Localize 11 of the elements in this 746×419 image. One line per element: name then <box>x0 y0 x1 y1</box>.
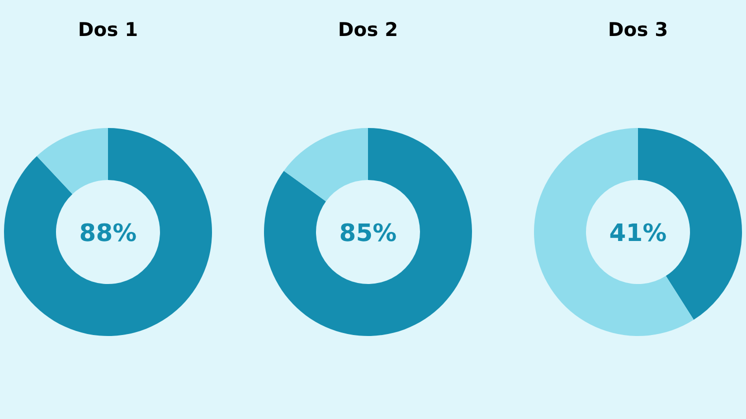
text: 85% <box>339 219 397 247</box>
donut-slice <box>264 128 472 336</box>
donut-slice <box>36 128 108 194</box>
donut-slice <box>4 128 212 336</box>
chart-title: Dos 1 <box>78 19 138 41</box>
text: 41% <box>609 219 667 247</box>
donut-slice <box>284 128 368 202</box>
donut-slice <box>534 128 694 336</box>
text: 88% <box>79 219 137 247</box>
chart-title: Dos 3 <box>608 19 668 41</box>
chart-title: Dos 2 <box>338 19 398 41</box>
